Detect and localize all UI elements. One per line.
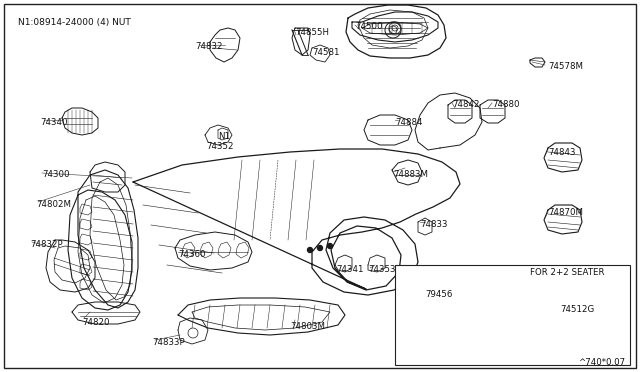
Text: 74352: 74352 — [206, 142, 234, 151]
Text: 74832: 74832 — [195, 42, 223, 51]
Text: 74340: 74340 — [40, 118, 67, 127]
Text: 79456: 79456 — [425, 290, 452, 299]
Text: 74360: 74360 — [178, 250, 205, 259]
Bar — [395, 265, 630, 365]
Text: 74300: 74300 — [42, 170, 70, 179]
Text: 74802M: 74802M — [36, 200, 71, 209]
Text: 74832P: 74832P — [30, 240, 63, 249]
Text: 74512G: 74512G — [560, 305, 595, 314]
Text: 74855H: 74855H — [295, 28, 329, 37]
Text: 74833P: 74833P — [152, 338, 184, 347]
Circle shape — [328, 244, 333, 248]
Text: 74341: 74341 — [336, 265, 364, 274]
Text: 74833: 74833 — [420, 220, 447, 229]
Text: 74883M: 74883M — [393, 170, 428, 179]
Circle shape — [317, 246, 323, 250]
Text: N1:08914-24000 (4) NUT: N1:08914-24000 (4) NUT — [18, 18, 131, 27]
Text: 74870M: 74870M — [548, 208, 583, 217]
Text: 74842: 74842 — [452, 100, 479, 109]
Text: 74578M: 74578M — [548, 62, 583, 71]
Text: 74803M: 74803M — [290, 322, 325, 331]
Text: 74500: 74500 — [355, 22, 383, 31]
Text: 74843: 74843 — [548, 148, 575, 157]
Text: 74581: 74581 — [312, 48, 339, 57]
Circle shape — [307, 247, 312, 253]
Text: ^740*0.07: ^740*0.07 — [578, 358, 625, 367]
Text: 74880: 74880 — [492, 100, 520, 109]
Text: 74820: 74820 — [82, 318, 109, 327]
Text: N1: N1 — [218, 132, 230, 141]
Text: 74884: 74884 — [395, 118, 422, 127]
Text: 74353: 74353 — [368, 265, 396, 274]
Text: FOR 2+2 SEATER: FOR 2+2 SEATER — [530, 268, 605, 277]
